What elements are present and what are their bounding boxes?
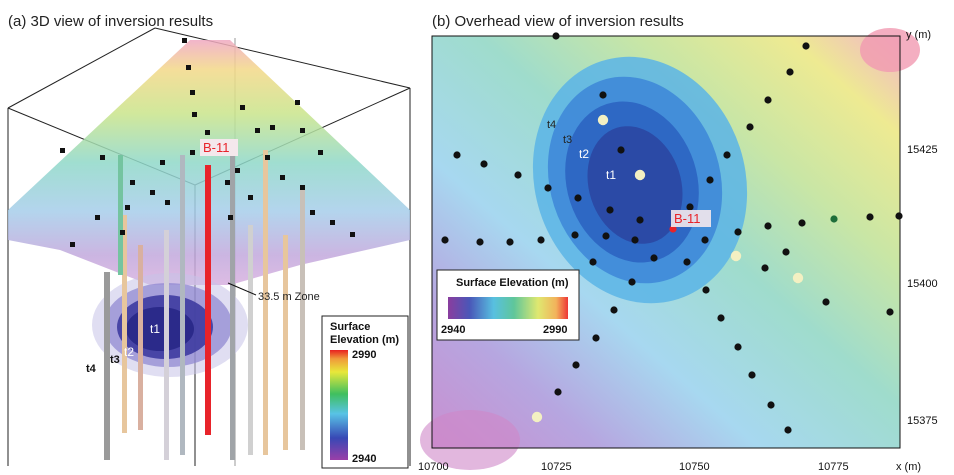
b11-label-3d: B-11 (203, 140, 230, 155)
y-tick-15400: 15400 (907, 278, 938, 290)
legend-3d: Surface Elevation (m) 2990 2940 (321, 315, 409, 469)
x-tick-10775: 10775 (818, 461, 849, 473)
legend-3d-colorbar (330, 350, 348, 460)
contour-t4-3d: t4 (86, 363, 97, 375)
zone-label: 33.5 m Zone (258, 291, 320, 303)
contour-t2-map: t2 (579, 147, 589, 161)
panel-b-title: (b) Overhead view of inversion results (432, 13, 684, 30)
contour-t3-3d: t3 (110, 354, 120, 366)
stations-map (441, 32, 903, 434)
elevation-surface-3d (8, 40, 410, 285)
contour-t2-3d: t2 (124, 345, 134, 359)
b11-label-map: B-11 (674, 211, 701, 226)
boreholes-3d (104, 148, 305, 460)
legend-map-min: 2940 (441, 324, 465, 336)
b11-label-bg-map (671, 210, 711, 227)
legend-3d-min: 2940 (352, 453, 376, 465)
y-axis-label: y (m) (906, 29, 931, 41)
legend-3d-title-2: Elevation (m) (330, 334, 399, 346)
borehole-b11-3d (205, 165, 211, 435)
contour-t4-map: t4 (547, 119, 556, 131)
legend-3d-max: 2990 (352, 349, 376, 361)
legend-map: Surface Elevation (m) 2940 2990 (436, 269, 580, 341)
contour-t3-map: t3 (563, 134, 572, 146)
legend-map-title: Surface Elevation (m) (456, 277, 569, 289)
y-tick-15425: 15425 (907, 144, 938, 156)
map-x-axis: 10700 10725 10750 10775 x (m) (418, 461, 921, 473)
contour-t1-map: t1 (606, 168, 616, 182)
zone-leader-line (227, 282, 257, 296)
x-tick-10750: 10750 (679, 461, 710, 473)
legend-map-max: 2990 (543, 324, 567, 336)
borehole-b11-map (669, 225, 677, 233)
b11-label-bg-3d (200, 139, 238, 156)
legend-map-colorbar (448, 297, 568, 319)
x-tick-10700: 10700 (418, 461, 449, 473)
y-tick-15375: 15375 (907, 415, 938, 427)
panel-a-title: (a) 3D view of inversion results (8, 13, 213, 30)
x-tick-10725: 10725 (541, 461, 572, 473)
map-frame (420, 28, 920, 470)
stations-3d (60, 38, 355, 247)
map-y-axis: y (m) 15425 15400 15375 (906, 29, 938, 427)
contour-t1-3d: t1 (150, 322, 160, 336)
x-axis-label: x (m) (896, 461, 921, 473)
legend-3d-title-1: Surface (330, 321, 370, 333)
